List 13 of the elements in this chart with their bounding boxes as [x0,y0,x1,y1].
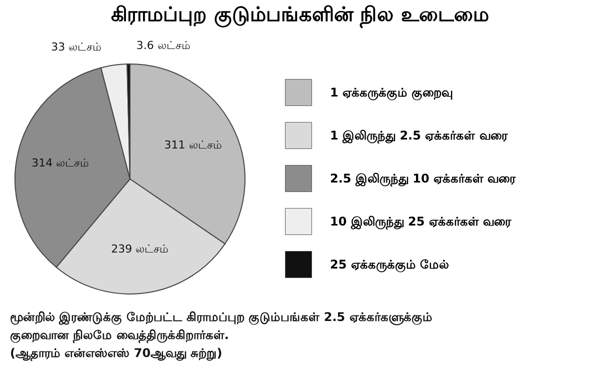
chart-title: கிராமப்புற குடும்பங்களின் நில உடைமை [111,2,489,29]
data-label: 314 லட்சம் [32,156,90,170]
legend-label: 10 இலிருந்து 25 ஏக்கர்கள் வரை [330,214,512,230]
legend-label: 1 இலிருந்து 2.5 ஏக்கர்கள் வரை [330,128,508,144]
data-label: 3.6 லட்சம் [136,39,190,52]
data-label: 311 லட்சம் [164,138,222,152]
legend-label: 2.5 இலிருந்து 10 ஏக்கர்கள் வரை [330,172,517,186]
text: மூன்றில் இரண்டுக்கு மேற்பட்ட கிராமப்புற குடும்பங்கள் 2.5 ஏக்கர்களுக்கும் குறைவான நிலமே வைத்திருக்கிறார்கள். [10,310,432,343]
legend-label: 25 ஏக்கருக்கும் மேல் [330,258,450,272]
data-label: 239 லட்சம் [111,242,169,256]
data-label: 33 லட்சம் [51,40,102,54]
text: (ஆதாரம் என்எஸ்எஸ் 70ஆவது சுற்று) [10,346,222,361]
legend-label: 1 ஏக்கருக்கும் குறைவு [330,86,453,100]
